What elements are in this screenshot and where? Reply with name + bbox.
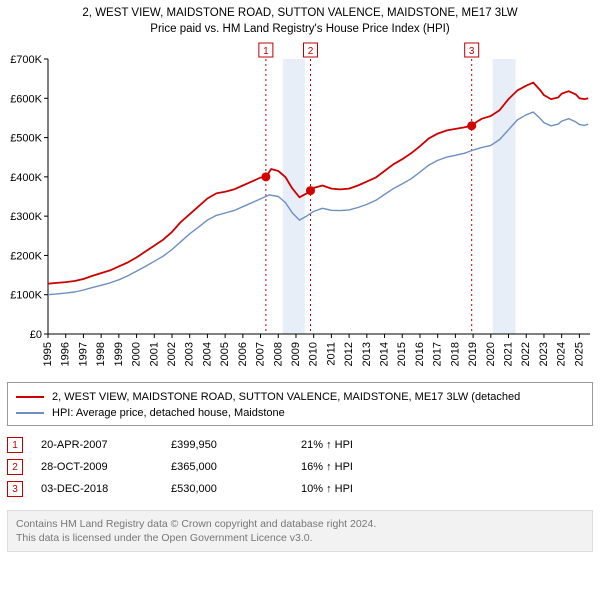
y-tick-label: £200K [10,250,42,262]
x-tick-label: 2016 [414,342,426,366]
marker-number-badge: 3 [7,481,23,497]
y-tick-label: £700K [10,54,42,66]
chart-title-line-1: 2, WEST VIEW, MAIDSTONE ROAD, SUTTON VAL… [2,6,598,22]
chart-container: { "titles": { "line1": "2, WEST VIEW, MA… [0,0,600,590]
recession-band [493,59,516,334]
y-tick-label: £0 [30,329,42,341]
legend-label: HPI: Average price, detached house, Maid… [52,407,285,419]
x-tick-label: 1999 [113,342,125,366]
x-tick-label: 2010 [308,342,320,366]
attribution-footer: Contains HM Land Registry data © Crown c… [7,510,593,552]
x-tick-label: 2018 [449,342,461,366]
x-tick-label: 2011 [325,342,337,366]
x-tick-label: 2023 [538,342,550,366]
x-tick-label: 2005 [219,342,231,366]
x-tick-label: 2007 [255,342,267,366]
x-tick-label: 2022 [520,342,532,366]
x-tick-label: 2012 [343,342,355,366]
marker-row: 1 20-APR-2007£399,95021% ↑ HPI [7,434,593,456]
svg-text:2: 2 [308,46,314,57]
marker-date: 28-OCT-2009 [41,461,171,473]
y-tick-label: £300K [10,211,42,223]
marker-date: 03-DEC-2018 [41,483,171,495]
marker-price: £365,000 [171,461,301,473]
chart-svg: £0 £100K £200K £300K £400K £500K £600K £700K 199… [4,41,596,376]
chart-title-line-2: Price paid vs. HM Land Registry's House … [2,22,598,38]
y-tick-label: £100K [10,290,42,302]
marker-date: 20-APR-2007 [41,439,171,451]
x-tick-label: 2020 [485,342,497,366]
y-tick-label: £600K [10,93,42,105]
x-tick-label: 1998 [95,342,107,366]
x-tick-label: 2001 [148,342,160,366]
x-tick-label: 2017 [432,342,444,366]
price-point [467,121,476,130]
x-tick-label: 2003 [184,342,196,366]
marker-price: £530,000 [171,483,301,495]
x-tick-label: 2019 [467,342,479,366]
price-point [306,186,315,195]
x-tick-label: 1997 [77,342,89,366]
line-chart: £0 £100K £200K £300K £400K £500K £600K £700K 199… [4,41,596,376]
legend-item: HPI: Average price, detached house, Maid… [16,405,584,421]
x-tick-label: 2002 [166,342,178,366]
legend-panel: 2, WEST VIEW, MAIDSTONE ROAD, SUTTON VAL… [7,382,593,426]
marker-hpi: 10% ↑ HPI [301,483,353,495]
marker-number-badge: 2 [7,459,23,475]
marker-price: £399,950 [171,439,301,451]
legend-item: 2, WEST VIEW, MAIDSTONE ROAD, SUTTON VAL… [16,389,584,405]
attribution-line-1: Contains HM Land Registry data © Crown c… [16,517,584,531]
x-tick-label: 1995 [42,342,54,366]
legend-swatch [16,412,44,414]
x-tick-label: 1996 [60,342,72,366]
x-tick-label: 2008 [272,342,284,366]
svg-text:3: 3 [469,46,475,57]
x-tick-label: 2014 [379,342,391,366]
svg-text:1: 1 [263,46,269,57]
x-tick-label: 2000 [131,342,143,366]
marker-hpi: 16% ↑ HPI [301,461,353,473]
legend-label: 2, WEST VIEW, MAIDSTONE ROAD, SUTTON VAL… [52,391,520,403]
x-tick-label: 2004 [201,342,213,366]
x-tick-label: 2006 [237,342,249,366]
chart-title-block: 2, WEST VIEW, MAIDSTONE ROAD, SUTTON VAL… [2,6,598,37]
price-point [261,172,270,181]
marker-number-badge: 1 [7,437,23,453]
marker-row: 3 03-DEC-2018£530,00010% ↑ HPI [7,478,593,500]
y-tick-label: £400K [10,172,42,184]
x-tick-label: 2009 [290,342,302,366]
x-tick-label: 2024 [556,342,568,366]
x-tick-label: 2015 [396,342,408,366]
x-tick-label: 2025 [573,342,585,366]
legend-swatch [16,396,44,398]
marker-table: 1 20-APR-2007£399,95021% ↑ HPI 2 28-OCT-200… [7,434,593,500]
marker-hpi: 21% ↑ HPI [301,439,353,451]
attribution-line-2: This data is licensed under the Open Gov… [16,531,584,545]
y-tick-label: £500K [10,133,42,145]
x-tick-label: 2013 [361,342,373,366]
x-tick-label: 2021 [503,342,515,366]
marker-row: 2 28-OCT-2009£365,00016% ↑ HPI [7,456,593,478]
